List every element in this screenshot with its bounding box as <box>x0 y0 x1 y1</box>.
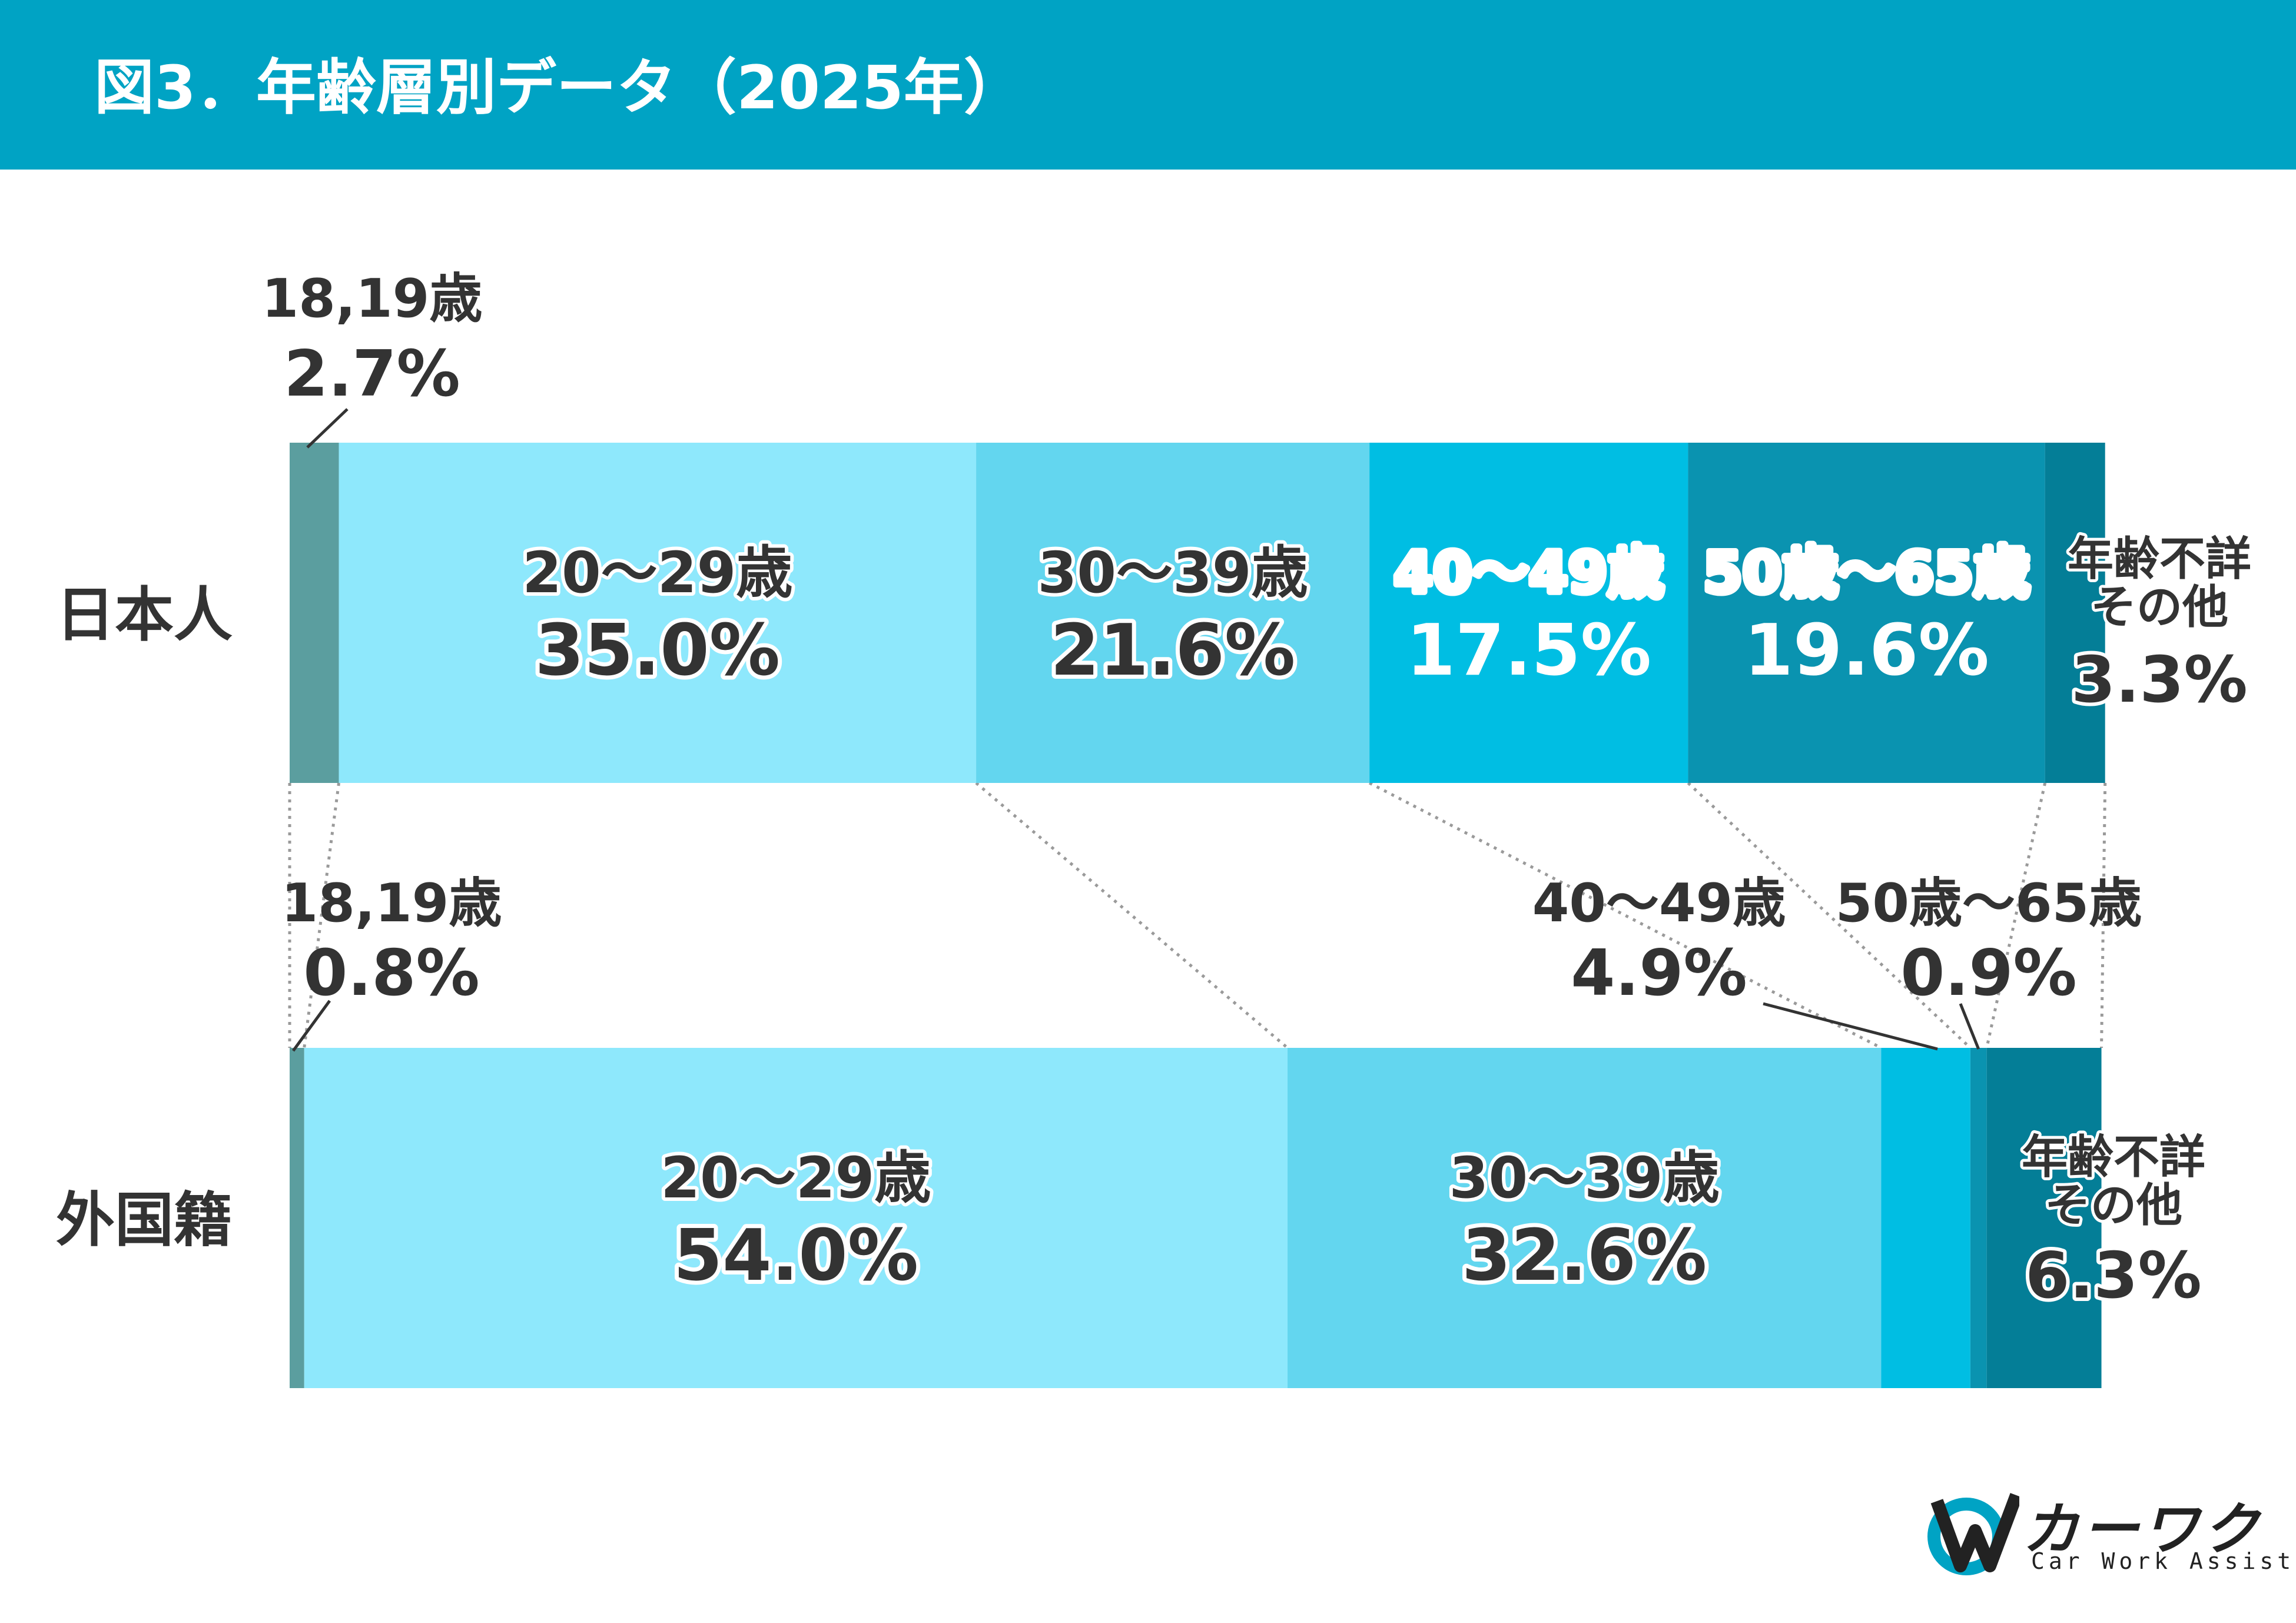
segment-name-1-5a: 年齢不詳 <box>2022 1131 2205 1184</box>
bar-segment-1-5 <box>1986 1048 2102 1388</box>
segment-name-1-3: 40～49歳 <box>1532 872 1786 934</box>
data-label-1-1: 54.0% <box>673 1215 918 1297</box>
leader-line-0-0 <box>306 408 349 449</box>
bar-segment-1-1 <box>304 1048 1288 1388</box>
data-label-0-3: 17.5% <box>1406 610 1651 692</box>
header-bar: 図3．年齢層別データ（2025年） <box>0 0 2296 170</box>
segment-name-1-4: 50歳～65歳 <box>1836 872 2142 934</box>
logo-icon <box>1927 1493 2019 1575</box>
connector-line-1 <box>303 782 340 1048</box>
segment-name-0-4: 50歳～65歳 <box>1703 540 2030 606</box>
bar-segment-1-3 <box>1881 1048 1970 1388</box>
bar-segment-0-1 <box>339 443 977 783</box>
data-label-0-0: 2.7% <box>284 337 460 411</box>
data-label-1-5: 6.3% <box>2025 1239 2202 1313</box>
segment-name-1-2: 30～39歳 <box>1449 1145 1720 1211</box>
brand-logo: カーワク Car Work Assist <box>1925 1483 2291 1578</box>
connector-line-2 <box>975 782 1289 1049</box>
segment-name-0-3: 40～49歳 <box>1393 540 1664 606</box>
data-label-1-4: 0.9% <box>1900 937 2077 1010</box>
segment-name-1-5b: その他 <box>2045 1179 2182 1232</box>
connector-line-6 <box>2100 782 2107 1048</box>
bar-segment-0-0 <box>290 443 339 783</box>
segment-name-0-5b: その他 <box>2091 581 2228 634</box>
bar-segment-0-5 <box>2045 443 2105 783</box>
data-label-1-3: 4.9% <box>1571 937 1747 1010</box>
logo-name: カーワク <box>2022 1496 2262 1562</box>
segment-name-0-0: 18,19歳 <box>262 268 483 330</box>
logo-subtitle: Car Work Assist <box>2031 1548 2295 1574</box>
segment-name-0-5a: 年齢不詳 <box>2068 533 2251 586</box>
bar-segment-1-2 <box>1287 1048 1882 1388</box>
category-label-1: 外国籍 <box>56 1186 233 1254</box>
connector-line-4 <box>1687 782 1972 1049</box>
bar-segment-0-3 <box>1369 443 1688 783</box>
leader-line-1-4 <box>1959 1003 1980 1050</box>
bar-segment-0-2 <box>976 443 1370 783</box>
data-label-0-5: 3.3% <box>2071 643 2248 717</box>
data-label-1-2: 32.6% <box>1462 1215 1707 1297</box>
bar-segment-1-4 <box>1970 1048 1987 1388</box>
segment-name-0-1: 20～29歳 <box>522 540 792 606</box>
segment-name-1-1: 20～29歳 <box>661 1145 931 1211</box>
data-label-1-0: 0.8% <box>303 937 480 1010</box>
segment-name-1-0: 18,19歳 <box>281 872 502 934</box>
category-label-0: 日本人 <box>56 580 233 649</box>
page-title: 図3．年齢層別データ（2025年） <box>94 53 1024 123</box>
bar-segment-1-0 <box>290 1048 304 1388</box>
data-label-0-2: 21.6% <box>1050 610 1295 692</box>
bar-segment-0-4 <box>1688 443 2045 783</box>
leader-line-1-0 <box>291 1000 331 1052</box>
connector-line-3 <box>1368 781 1882 1050</box>
data-label-0-4: 19.6% <box>1744 610 1989 692</box>
leader-line-1-3 <box>1763 1002 1938 1051</box>
segment-name-0-2: 30～39歳 <box>1038 540 1308 606</box>
data-label-0-1: 35.0% <box>535 610 780 692</box>
